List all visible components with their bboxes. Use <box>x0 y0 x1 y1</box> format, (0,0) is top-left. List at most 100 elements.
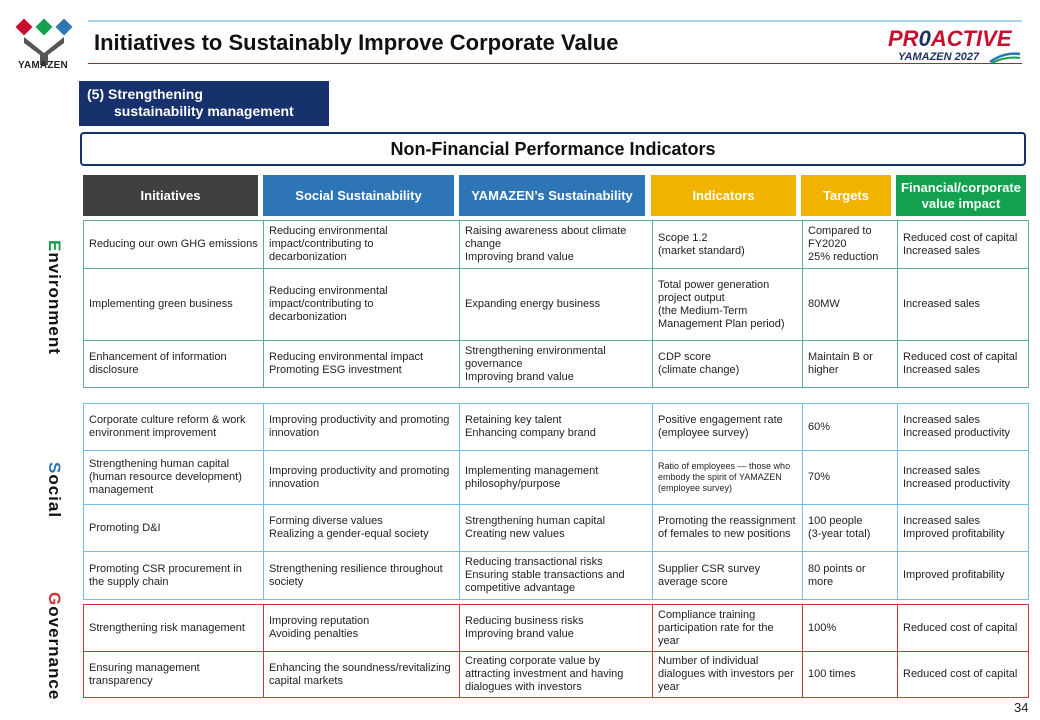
column-header-label: Financial/corporate value impact <box>901 179 1021 211</box>
column-header-yamazen-sustainability: YAMAZEN’s Sustainability <box>459 175 645 216</box>
cell-financial-impact: Reduced cost of capital <box>897 651 1029 698</box>
governance-table: Strengthening risk management Improving r… <box>83 604 1029 698</box>
cell-social-sustainability: Reducing environmental impact/contributi… <box>263 268 460 341</box>
cell-indicator: Total power generation project output (t… <box>652 268 803 341</box>
cell-yamazen-sustainability: Raising awareness about climate change I… <box>459 220 653 269</box>
cell-financial-impact: Reduced cost of capital Increased sales <box>897 220 1029 269</box>
cell-initiative: Implementing green business <box>83 268 264 341</box>
cell-indicator: Ratio of employees — those who embody th… <box>652 450 803 505</box>
table-row: Implementing green business Reducing envi… <box>83 268 1029 341</box>
column-header-initiatives: Initiatives <box>83 175 258 216</box>
brand-main-a: PR <box>888 26 919 51</box>
cell-indicator: Positive engagement rate (employee surve… <box>652 403 803 451</box>
cell-social-sustainability: Reducing environmental impact Promoting … <box>263 340 460 388</box>
brand-sub: YAMAZEN 2027 <box>898 51 980 63</box>
category-rest: nvironment <box>45 252 64 355</box>
brand-main-b: ACTIVE <box>930 26 1012 51</box>
brand-swoosh-icon <box>989 52 1021 64</box>
table-row: Enhancement of information disclosure Red… <box>83 340 1029 388</box>
title-rule-top <box>88 20 1022 22</box>
cell-indicator: CDP score (climate change) <box>652 340 803 388</box>
cell-target: 80MW <box>802 268 898 341</box>
column-header-label: YAMAZEN’s Sustainability <box>471 187 633 203</box>
cell-financial-impact: Improved profitability <box>897 551 1029 600</box>
cell-indicator: Number of individual dialogues with inve… <box>652 651 803 698</box>
cell-financial-impact: Increased sales Increased productivity <box>897 450 1029 505</box>
cell-initiative: Corporate culture reform & work environm… <box>83 403 264 451</box>
cell-yamazen-sustainability: Strengthening environmental governance I… <box>459 340 653 388</box>
cell-initiative: Ensuring management transparency <box>83 651 264 698</box>
cell-social-sustainability: Improving reputation Avoiding penalties <box>263 604 460 652</box>
cell-yamazen-sustainability: Reducing transactional risks Ensuring st… <box>459 551 653 600</box>
proactive-brand-logo: PR0ACTIVE YAMAZEN 2027 <box>888 26 1022 66</box>
cell-indicator: Compliance training participation rate f… <box>652 604 803 652</box>
title-rule-bottom <box>88 63 1022 64</box>
category-rest: ocial <box>45 474 64 519</box>
cell-social-sustainability: Enhancing the soundness/revitalizing cap… <box>263 651 460 698</box>
column-header-label: Indicators <box>692 187 755 203</box>
cell-initiative: Strengthening human capital (human resou… <box>83 450 264 505</box>
cell-indicator: Scope 1.2 (market standard) <box>652 220 803 269</box>
cell-indicator: Promoting the reassignment of females to… <box>652 504 803 552</box>
cell-social-sustainability: Improving productivity and promoting inn… <box>263 450 460 505</box>
category-rest: overnance <box>45 606 64 701</box>
cell-initiative: Enhancement of information disclosure <box>83 340 264 388</box>
cell-initiative: Promoting D&I <box>83 504 264 552</box>
cell-yamazen-sustainability: Implementing management philosophy/purpo… <box>459 450 653 505</box>
section-tag-line1: (5) Strengthening <box>87 86 203 102</box>
nfpi-title-box: Non-Financial Performance Indicators <box>80 132 1026 166</box>
cell-yamazen-sustainability: Creating corporate value by attracting i… <box>459 651 653 698</box>
logo-text: YAMAZEN <box>18 60 68 71</box>
cell-social-sustainability: Forming diverse values Realizing a gende… <box>263 504 460 552</box>
table-row: Corporate culture reform & work environm… <box>83 403 1029 451</box>
cell-target: Compared to FY2020 25% reduction <box>802 220 898 269</box>
column-header-targets: Targets <box>801 175 891 216</box>
column-header-label: Initiatives <box>140 187 201 203</box>
category-environment: Environment <box>44 240 64 355</box>
cell-financial-impact: Increased sales Improved profitability <box>897 504 1029 552</box>
column-header-indicators: Indicators <box>651 175 796 216</box>
cell-target: 60% <box>802 403 898 451</box>
page-number: 34 <box>1014 700 1029 715</box>
cell-initiative: Promoting CSR procurement in the supply … <box>83 551 264 600</box>
cell-financial-impact: Reduced cost of capital <box>897 604 1029 652</box>
cell-social-sustainability: Strengthening resilience throughout soci… <box>263 551 460 600</box>
cell-financial-impact: Increased sales <box>897 268 1029 341</box>
cell-social-sustainability: Improving productivity and promoting inn… <box>263 403 460 451</box>
brand-zero-glyph: 0 <box>918 26 931 51</box>
cell-target: 100% <box>802 604 898 652</box>
cell-target: 100 times <box>802 651 898 698</box>
section-tag-line2: sustainability management <box>114 103 294 119</box>
category-initial: S <box>45 462 64 475</box>
cell-target: 100 people (3-year total) <box>802 504 898 552</box>
page-title: Initiatives to Sustainably Improve Corpo… <box>94 30 619 55</box>
cell-social-sustainability: Reducing environmental impact/contributi… <box>263 220 460 269</box>
category-initial: E <box>45 240 64 253</box>
column-header-label: Social Sustainability <box>295 187 422 203</box>
cell-yamazen-sustainability: Expanding energy business <box>459 268 653 341</box>
table-row: Promoting CSR procurement in the supply … <box>83 551 1029 600</box>
column-header-financial-impact: Financial/corporate value impact <box>896 175 1026 216</box>
cell-target: 80 points or more <box>802 551 898 600</box>
environment-table: Reducing our own GHG emissions Reducing e… <box>83 220 1029 388</box>
section-tag: (5) Strengthening sustainability managem… <box>79 81 329 126</box>
table-row: Strengthening risk management Improving r… <box>83 604 1029 652</box>
cell-yamazen-sustainability: Retaining key talent Enhancing company b… <box>459 403 653 451</box>
yamazen-logo <box>15 18 73 65</box>
cell-financial-impact: Reduced cost of capital Increased sales <box>897 340 1029 388</box>
table-row: Ensuring management transparency Enhancin… <box>83 651 1029 698</box>
column-header-social-sustainability: Social Sustainability <box>263 175 454 216</box>
cell-indicator: Supplier CSR survey average score <box>652 551 803 600</box>
cell-target: 70% <box>802 450 898 505</box>
category-governance: Governance <box>44 592 64 700</box>
cell-yamazen-sustainability: Reducing business risks Improving brand … <box>459 604 653 652</box>
cell-initiative: Strengthening risk management <box>83 604 264 652</box>
cell-target: Maintain B or higher <box>802 340 898 388</box>
cell-initiative: Reducing our own GHG emissions <box>83 220 264 269</box>
category-social: Social <box>44 462 64 518</box>
social-table: Corporate culture reform & work environm… <box>83 403 1029 600</box>
table-row: Strengthening human capital (human resou… <box>83 450 1029 505</box>
table-row: Promoting D&I Forming diverse values Real… <box>83 504 1029 552</box>
column-header-label: Targets <box>823 187 869 203</box>
category-initial: G <box>45 592 64 607</box>
